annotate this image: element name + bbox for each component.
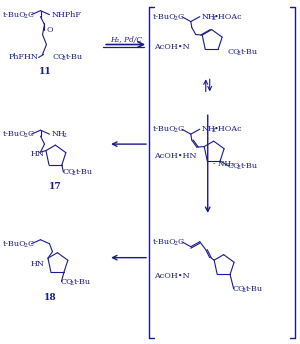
Text: 2: 2 — [174, 241, 178, 246]
Text: 2: 2 — [237, 165, 241, 170]
Text: 2: 2 — [70, 281, 74, 286]
Text: O: O — [46, 25, 53, 34]
Text: •HOAc: •HOAc — [214, 13, 242, 21]
Text: 2: 2 — [62, 133, 66, 138]
Text: CO: CO — [62, 168, 75, 176]
Text: t-Bu: t-Bu — [241, 49, 258, 56]
Text: 2: 2 — [237, 52, 241, 56]
Text: t-Bu: t-Bu — [241, 162, 258, 170]
Text: t-BuO: t-BuO — [3, 240, 26, 248]
Text: HN: HN — [31, 150, 44, 158]
Text: HN: HN — [31, 260, 44, 268]
Text: C: C — [27, 11, 33, 19]
Text: AcOH•N: AcOH•N — [154, 43, 190, 51]
Text: t-BuO: t-BuO — [153, 13, 177, 21]
Text: 2: 2 — [62, 56, 66, 62]
Text: PhFHN: PhFHN — [9, 53, 38, 62]
Text: 2: 2 — [24, 243, 28, 248]
Text: t-BuO: t-BuO — [3, 11, 26, 19]
Text: 2: 2 — [72, 171, 76, 176]
Text: NH: NH — [202, 13, 216, 21]
Text: C: C — [177, 125, 184, 133]
Text: 2: 2 — [24, 14, 28, 19]
Text: t-BuO: t-BuO — [153, 238, 177, 246]
Text: C: C — [177, 238, 184, 246]
Text: CO: CO — [52, 53, 65, 62]
Text: 18: 18 — [44, 293, 57, 302]
Text: 2: 2 — [174, 15, 178, 21]
Text: t-Bu: t-Bu — [74, 278, 91, 286]
Text: 2: 2 — [174, 128, 178, 133]
Text: 11: 11 — [39, 67, 52, 76]
Text: t-BuO: t-BuO — [153, 125, 177, 133]
Text: 17: 17 — [49, 182, 62, 192]
Text: AcOH•N: AcOH•N — [154, 271, 190, 280]
Text: AcOH•HN: AcOH•HN — [154, 152, 196, 160]
Text: •HOAc: •HOAc — [214, 125, 242, 133]
Text: CO: CO — [232, 284, 245, 292]
Text: 2: 2 — [24, 133, 28, 138]
Text: 2: 2 — [242, 288, 246, 292]
Text: - NH₃: - NH₃ — [213, 160, 234, 168]
Text: H₂, Pd/C: H₂, Pd/C — [110, 35, 142, 44]
Text: 2: 2 — [211, 15, 215, 21]
Text: t-Bu: t-Bu — [65, 53, 83, 62]
Text: 2: 2 — [211, 128, 215, 133]
Text: C: C — [177, 13, 184, 21]
Text: CO: CO — [60, 278, 73, 286]
Text: CO: CO — [228, 49, 240, 56]
Text: t-BuO: t-BuO — [3, 130, 26, 138]
Text: NH: NH — [52, 130, 65, 138]
Text: t-Bu: t-Bu — [246, 284, 263, 292]
Text: NHPhF: NHPhF — [52, 11, 81, 19]
Text: C: C — [27, 130, 33, 138]
Text: NH: NH — [202, 125, 216, 133]
Text: C: C — [27, 240, 33, 248]
Text: CO: CO — [228, 162, 240, 170]
Text: t-Bu: t-Bu — [75, 168, 92, 176]
